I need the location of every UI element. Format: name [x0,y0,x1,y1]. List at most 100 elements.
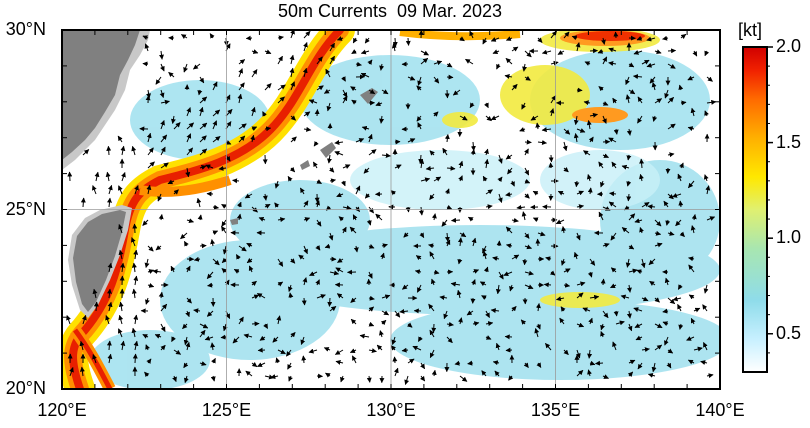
current-arrow [342,95,348,104]
current-arrow [107,353,113,364]
current-arrow [678,323,684,330]
current-arrow [236,201,242,208]
current-arrow [548,154,554,163]
current-arrow [481,370,487,377]
map-frame-ticks [61,29,721,390]
current-arrow [524,244,532,250]
current-arrow [557,190,565,196]
current-arrow [121,172,126,182]
current-arrow [511,46,519,52]
current-arrow [511,84,518,91]
current-arrow [341,76,346,82]
current-arrow [550,95,557,104]
current-arrow [647,372,656,378]
current-arrow [459,375,468,382]
current-arrow [637,362,643,370]
current-arrow [678,84,684,91]
current-arrow [361,125,370,131]
current-arrow [654,98,663,104]
current-arrow [199,96,208,104]
current-arrow [325,68,331,78]
lat-tick-label: 20°N [5,378,46,398]
current-arrow [458,160,464,169]
current-arrow [316,294,326,299]
current-arrow [459,232,467,238]
current-arrow [562,141,568,152]
current-arrow [496,63,501,70]
current-arrow [589,112,598,118]
current-arrow [399,308,409,314]
current-arrow [120,145,126,156]
current-arrow [329,167,335,173]
current-arrow [446,165,456,171]
current-arrow [524,193,530,199]
current-arrow [364,193,371,199]
current-arrow [479,281,487,287]
current-arrow [303,126,312,132]
current-arrow [649,76,656,84]
current-arrow [611,161,617,169]
current-arrow [299,187,305,195]
current-arrow [494,370,500,377]
current-arrow [446,62,453,68]
current-arrow [429,251,435,260]
current-arrow [420,177,431,183]
current-arrow [702,304,708,312]
current-arrow [680,33,687,40]
current-arrow [186,147,193,156]
current-arrow [303,111,311,117]
current-arrow [158,214,164,221]
current-arrow [647,204,656,210]
current-arrow [485,335,492,340]
current-arrow [221,219,227,227]
current-arrow [690,317,696,325]
current-arrow [654,323,663,329]
current-arrow [687,75,695,81]
current-arrow [628,244,635,250]
current-arrow [519,127,526,132]
current-arrow [276,315,282,325]
current-arrow [105,171,111,182]
current-arrow [158,291,164,299]
current-arrow [485,115,492,122]
current-arrow [199,361,207,366]
colorbar-tick-label: 1.0 [776,227,802,248]
current-arrow [316,179,322,185]
current-arrow [418,206,424,216]
current-arrow [649,280,656,286]
current-arrow [107,184,113,195]
current-arrow [467,216,474,222]
current-arrow [329,178,336,184]
current-arrow [120,340,126,351]
current-arrow [612,97,618,104]
current-arrow [80,197,86,208]
current-vector-arrows [66,30,717,385]
current-arrow [360,49,370,55]
current-arrow [379,115,385,124]
current-arrow [173,122,181,130]
current-arrow [492,256,500,262]
current-arrow [210,342,216,351]
current-arrow [637,96,643,104]
current-arrow [621,227,630,234]
current-arrow [509,284,514,292]
current-arrow [324,243,331,249]
current-arrow [93,301,99,312]
current-arrow [350,318,357,325]
current-arrow [445,239,451,247]
lat-tick-label: 25°N [5,198,46,219]
current-arrow [485,204,493,210]
current-arrow [634,323,643,328]
current-arrow [481,295,487,300]
current-arrow [379,330,384,338]
current-arrow [199,323,209,329]
current-arrow [467,360,474,366]
current-arrow [182,323,188,330]
current-arrow [433,60,443,66]
current-arrow [264,203,271,209]
current-arrow [407,138,416,143]
current-arrow [329,306,337,312]
current-arrow [338,216,345,222]
current-arrow [667,297,676,305]
current-arrow [92,288,98,299]
